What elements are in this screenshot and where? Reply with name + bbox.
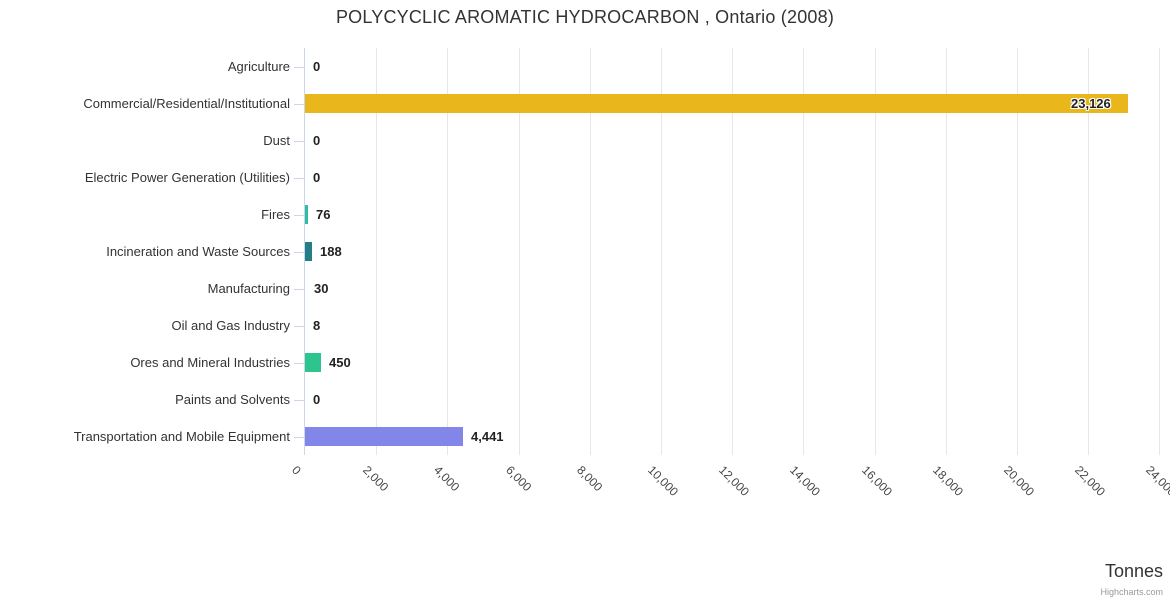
- y-axis-tick: [294, 140, 304, 142]
- chart-row: Dust 0: [0, 122, 1170, 159]
- gridline: [1017, 48, 1018, 455]
- y-axis-tick: [294, 325, 304, 327]
- y-axis-tick: [294, 288, 304, 290]
- gridline: [590, 48, 591, 455]
- value-label: 0: [313, 59, 321, 74]
- y-axis-tick: [294, 251, 304, 253]
- chart-row: Fires 76: [0, 196, 1170, 233]
- y-axis-tick: [294, 66, 304, 68]
- x-tick-label: 18,000: [930, 463, 966, 499]
- category-label: Dust: [263, 133, 290, 148]
- gridline: [376, 48, 377, 455]
- chart-row: Transportation and Mobile Equipment 4,441: [0, 418, 1170, 455]
- value-label: 30: [314, 281, 329, 296]
- gridline: [803, 48, 804, 455]
- bar-incineration-and-waste-sources[interactable]: [305, 242, 312, 261]
- x-tick-label: 16,000: [859, 463, 895, 499]
- bar-fires[interactable]: [305, 205, 308, 224]
- value-label: 0: [313, 170, 321, 185]
- value-label: 450: [329, 355, 351, 370]
- category-label: Paints and Solvents: [175, 392, 290, 407]
- gridline: [875, 48, 876, 455]
- x-tick-label: 24,000: [1143, 463, 1170, 499]
- chart-row: Commercial/Residential/Institutional 23,1…: [0, 85, 1170, 122]
- x-tick-label: 10,000: [645, 463, 681, 499]
- gridline: [661, 48, 662, 455]
- bar-transportation-and-mobile-equipment[interactable]: [305, 427, 463, 446]
- category-label: Oil and Gas Industry: [171, 318, 291, 333]
- value-label: 8: [313, 318, 321, 333]
- y-axis-line: [304, 48, 305, 455]
- value-label: 0: [313, 133, 321, 148]
- category-label: Ores and Mineral Industries: [130, 355, 290, 370]
- gridline: [447, 48, 448, 455]
- chart-row: Oil and Gas Industry 8: [0, 307, 1170, 344]
- x-axis-title: Tonnes: [1104, 561, 1163, 581]
- y-axis-tick: [294, 436, 304, 438]
- gridline: [946, 48, 947, 455]
- category-label: Fires: [261, 207, 290, 222]
- gridline: [1088, 48, 1089, 455]
- category-label: Agriculture: [227, 59, 290, 74]
- x-tick-label: 8,000: [574, 463, 606, 495]
- y-axis-tick: [294, 362, 304, 364]
- y-axis-tick: [294, 177, 304, 179]
- y-axis-tick: [294, 399, 304, 401]
- x-tick-label: 0: [289, 463, 304, 478]
- chart-row: Paints and Solvents 0: [0, 381, 1170, 418]
- bar-commercial-residential-institutional[interactable]: [305, 94, 1128, 113]
- category-label: Transportation and Mobile Equipment: [73, 429, 290, 444]
- y-axis-tick: [294, 103, 304, 105]
- x-tick-label: 22,000: [1072, 463, 1108, 499]
- bar-ores-and-mineral-industries[interactable]: [305, 353, 321, 372]
- category-label: Incineration and Waste Sources: [106, 244, 290, 259]
- x-tick-label: 6,000: [503, 463, 535, 495]
- value-label: 0: [313, 392, 321, 407]
- y-axis-tick: [294, 214, 304, 216]
- value-label: 188: [320, 244, 342, 259]
- chart-row: Manufacturing 30: [0, 270, 1170, 307]
- category-label: Manufacturing: [207, 281, 290, 296]
- chart-row: Incineration and Waste Sources 188: [0, 233, 1170, 270]
- highcharts-credit[interactable]: Highcharts.com: [1100, 587, 1163, 597]
- chart-row: Ores and Mineral Industries 450: [0, 344, 1170, 381]
- gridline: [732, 48, 733, 455]
- gridline: [519, 48, 520, 455]
- gridline: [1159, 48, 1160, 455]
- value-label: 23,126: [1071, 96, 1111, 111]
- chart-row: Agriculture 0: [0, 48, 1170, 85]
- category-label: Electric Power Generation (Utilities): [84, 170, 290, 185]
- chart-title: POLYCYCLIC AROMATIC HYDROCARBON , Ontari…: [335, 7, 835, 27]
- x-tick-label: 4,000: [431, 463, 463, 495]
- value-label: 76: [316, 207, 331, 222]
- x-tick-label: 12,000: [716, 463, 752, 499]
- x-tick-label: 2,000: [360, 463, 392, 495]
- x-tick-label: 14,000: [787, 463, 823, 499]
- category-label: Commercial/Residential/Institutional: [83, 96, 290, 111]
- x-tick-label: 20,000: [1001, 463, 1037, 499]
- value-label: 4,441: [471, 429, 504, 444]
- chart-row: Electric Power Generation (Utilities) 0: [0, 159, 1170, 196]
